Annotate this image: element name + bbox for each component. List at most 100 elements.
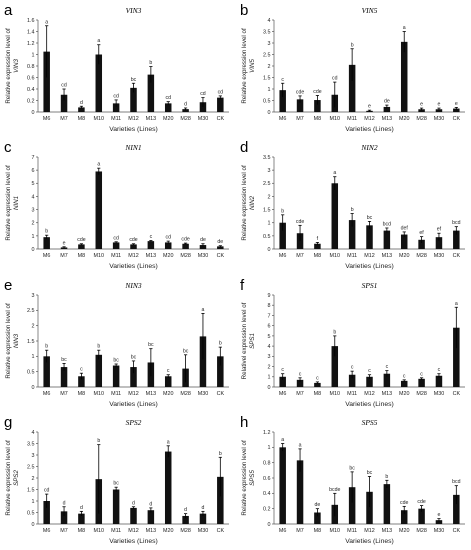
- x-tick-label: M8: [78, 528, 86, 534]
- significance-letter: cde: [400, 500, 408, 506]
- y-tick-label: 2: [32, 324, 35, 330]
- bar: [147, 510, 155, 524]
- x-tick-label: M10: [94, 253, 105, 259]
- x-tick-label: M20: [163, 116, 174, 122]
- y-tick-label: 2: [32, 221, 35, 227]
- x-tick-label: M10: [94, 116, 105, 122]
- significance-letter: e: [455, 101, 458, 107]
- bar: [418, 508, 425, 524]
- bar: [199, 513, 207, 524]
- bar: [130, 87, 137, 112]
- y-axis-label: Relative expression level ofNIN3: [5, 303, 20, 379]
- x-tick-label: M13: [146, 528, 157, 534]
- significance-letter: cde: [417, 499, 425, 505]
- bar: [400, 41, 408, 112]
- significance-letter: a: [281, 437, 284, 443]
- x-tick-label: M30: [434, 253, 445, 259]
- x-tick-label: CK: [217, 528, 225, 534]
- y-tick-label: 3.5: [27, 441, 35, 447]
- significance-letter: bc: [367, 215, 373, 221]
- significance-letter: cd: [44, 488, 50, 494]
- x-tick-label: M7: [296, 253, 304, 259]
- significance-letter: a: [455, 301, 458, 307]
- y-tick-label: 0.8: [263, 461, 271, 467]
- x-tick-label: CK: [453, 391, 461, 397]
- bar: [43, 501, 50, 524]
- bar: [95, 54, 103, 112]
- x-tick-label: M7: [60, 391, 68, 397]
- significance-letter: b: [281, 208, 284, 214]
- bar: [199, 102, 207, 112]
- significance-letter: e: [438, 102, 441, 108]
- significance-letter: bcd: [452, 479, 460, 485]
- x-tick-label: M12: [128, 528, 139, 534]
- bar: [348, 220, 356, 249]
- x-axis-label: Varieties (Lines): [345, 263, 394, 270]
- y-tick-label: 1.5: [263, 75, 271, 81]
- chart-title: SPS2: [126, 418, 142, 427]
- significance-letter: a: [167, 439, 170, 445]
- significance-letter: b: [97, 344, 100, 350]
- y-tick-label: 0.6: [263, 476, 271, 482]
- y-tick-label: 0: [32, 522, 35, 528]
- significance-letter: cd: [165, 235, 171, 241]
- bar: [60, 94, 68, 112]
- x-tick-label: CK: [217, 253, 225, 259]
- y-axis-label-line: Relative expression level of: [5, 28, 12, 104]
- y-axis-label-line: Relative expression level of: [5, 165, 12, 241]
- x-axis-label: Varieties (Lines): [109, 538, 158, 545]
- x-tick-label: CK: [453, 528, 461, 534]
- x-tick-label: M8: [314, 253, 322, 259]
- y-tick-label: 1: [268, 445, 271, 451]
- significance-letter: bc: [131, 354, 137, 360]
- bar: [296, 379, 304, 387]
- x-tick-label: M20: [399, 253, 410, 259]
- bar: [279, 222, 286, 249]
- bar: [296, 460, 304, 524]
- y-tick-label: 0.2: [27, 98, 35, 104]
- x-tick-label: M6: [279, 391, 287, 397]
- significance-letter: c: [386, 364, 389, 370]
- y-tick-label: 1: [268, 375, 271, 381]
- x-axis-label: Varieties (Lines): [109, 126, 158, 133]
- x-tick-label: M30: [198, 528, 209, 534]
- y-tick-label: 0.5: [263, 98, 271, 104]
- significance-letter: ef: [437, 227, 442, 233]
- y-tick-label: 0.4: [27, 87, 35, 93]
- x-tick-label: M28: [180, 116, 191, 122]
- panel-letter: f: [240, 277, 245, 294]
- bar: [164, 451, 172, 524]
- x-tick-label: M7: [60, 116, 68, 122]
- bar: [78, 107, 85, 112]
- x-tick-label: M10: [330, 116, 341, 122]
- bar: [435, 375, 443, 387]
- significance-letter: bc: [113, 481, 119, 487]
- significance-letter: bc: [349, 465, 355, 471]
- y-tick-label: 3: [32, 293, 35, 299]
- x-tick-label: M11: [347, 253, 357, 259]
- x-tick-label: M12: [364, 528, 375, 534]
- x-tick-label: M6: [279, 116, 287, 122]
- significance-letter: cde: [313, 89, 321, 95]
- x-tick-label: M30: [198, 391, 209, 397]
- significance-letter: d: [80, 100, 83, 106]
- x-tick-label: M10: [94, 528, 105, 534]
- bar: [217, 97, 224, 112]
- significance-letter: c: [281, 367, 284, 373]
- x-tick-label: M12: [128, 116, 139, 122]
- x-tick-label: M12: [364, 253, 375, 259]
- bar: [60, 247, 68, 249]
- bar: [199, 245, 207, 249]
- y-tick-label: 0: [32, 247, 35, 253]
- bar: [383, 230, 391, 249]
- chart-title: VIN5: [362, 6, 378, 15]
- x-tick-label: M10: [330, 253, 341, 259]
- x-tick-label: M10: [330, 391, 341, 397]
- x-tick-label: M13: [382, 391, 393, 397]
- y-tick-label: 2.5: [27, 308, 35, 314]
- y-axis-label-line: Relative expression level of: [5, 303, 12, 379]
- significance-letter: de: [200, 237, 206, 243]
- x-tick-label: M20: [399, 391, 410, 397]
- x-tick-label: M6: [43, 391, 51, 397]
